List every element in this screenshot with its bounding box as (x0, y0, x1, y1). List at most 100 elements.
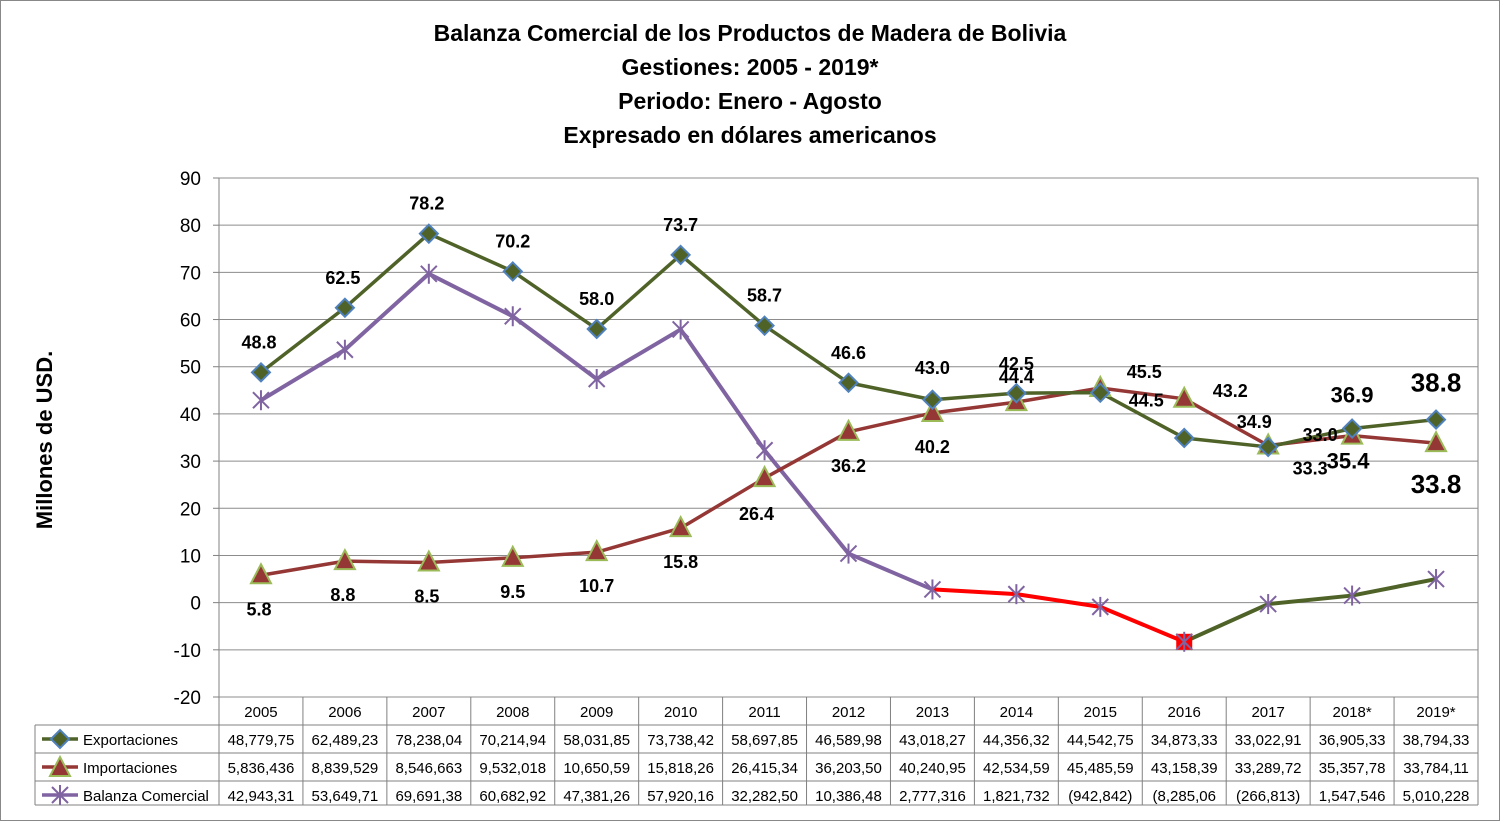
exportaciones-marker (838, 372, 859, 394)
table-cell: 44,542,75 (1067, 732, 1134, 749)
exportaciones-data-label: 38.8 (1411, 368, 1462, 398)
table-cell: (266,813) (1236, 788, 1300, 805)
exportaciones-marker (1089, 382, 1111, 404)
importaciones-data-label: 8.8 (330, 585, 355, 605)
exportaciones-data-label: 58.0 (579, 289, 614, 309)
y-tick-label: 50 (180, 358, 201, 379)
balanza-marker (1007, 584, 1026, 605)
table-cell: 33,022,91 (1235, 732, 1302, 749)
table-cell: 32,282,50 (731, 788, 798, 805)
y-tick-label: -10 (174, 641, 201, 662)
table-cell: 36,203,50 (815, 760, 882, 777)
legend-label: Importaciones (83, 760, 177, 777)
table-cell: (942,842) (1068, 788, 1132, 805)
y-tick-label: 10 (180, 546, 201, 567)
chart-title-line-2: Gestiones: 2005 - 2019* (621, 54, 879, 80)
importaciones-data-label: 33.3 (1293, 459, 1328, 479)
legend-triangle-icon (48, 754, 72, 777)
table-cell: 58,031,85 (563, 732, 630, 749)
table-cell: 45,485,59 (1067, 760, 1134, 777)
exportaciones-data-label: 44.5 (1129, 391, 1164, 411)
exportaciones-marker (586, 318, 608, 340)
chart-title-line-3: Periodo: Enero - Agosto (618, 88, 882, 114)
balanza-marker (504, 306, 522, 327)
importaciones-data-label: 8.5 (414, 587, 439, 607)
table-cell: 35,357,78 (1319, 760, 1386, 777)
importaciones-marker (1172, 385, 1196, 408)
table-cell: 42,943,31 (228, 788, 295, 805)
exportaciones-marker (670, 244, 692, 266)
x-tick-label: 2012 (832, 704, 865, 721)
x-tick-label: 2008 (496, 704, 529, 721)
y-axis-label: Millones de USD. (32, 351, 57, 529)
exportaciones-data-label: 73.7 (663, 215, 698, 235)
chart-title-line-1: Balanza Comercial de los Productos de Ma… (433, 20, 1067, 46)
x-tick-label: 2006 (328, 704, 361, 721)
table-cell: 58,697,85 (731, 732, 798, 749)
table-cell: 26,415,34 (731, 760, 798, 777)
importaciones-data-label: 42.5 (999, 354, 1034, 374)
table-cell: 36,905,33 (1319, 732, 1386, 749)
exportaciones-data-label: 44.4 (999, 367, 1034, 387)
exportaciones-data-label: 36.9 (1331, 383, 1374, 408)
table-cell: 48,779,75 (228, 732, 295, 749)
importaciones-marker (668, 514, 693, 538)
x-tick-label: 2019* (1416, 704, 1455, 721)
x-tick-label: 2017 (1251, 704, 1284, 721)
importaciones-marker (417, 549, 441, 572)
exportaciones-marker (754, 315, 775, 337)
y-tick-label: 60 (180, 311, 201, 332)
importaciones-data-label: 33.8 (1411, 469, 1462, 499)
exportaciones-marker (502, 261, 524, 282)
importaciones-data-label: 35.4 (1327, 449, 1371, 474)
importaciones-marker (333, 547, 357, 571)
table-cell: 1,821,732 (983, 788, 1050, 805)
y-axis-ticks: 90 80 70 60 50 40 30 20 10 0 -10 -20 (174, 169, 201, 709)
balanza-marker (755, 440, 774, 461)
table-cell: 60,682,92 (479, 788, 546, 805)
legend-star-icon (51, 785, 69, 805)
exportaciones-data-label: 58.7 (747, 286, 782, 306)
importaciones-marker (249, 562, 273, 585)
balanza-marker (1091, 596, 1110, 617)
table-cell: 8,839,529 (312, 760, 379, 777)
y-tick-label: 90 (180, 169, 201, 190)
y-tick-label: -20 (174, 688, 201, 709)
x-tick-label: 2015 (1084, 704, 1117, 721)
table-cell: 34,873,33 (1151, 732, 1218, 749)
balanza-marker (839, 543, 858, 564)
balanza-marker (252, 390, 270, 411)
balanza-marker (1343, 585, 1361, 606)
table-cell: 15,818,26 (647, 760, 714, 777)
importaciones-data-label: 43.2 (1213, 381, 1248, 401)
importaciones-marker (501, 544, 525, 567)
balanza-marker (420, 263, 438, 284)
importaciones-marker (920, 399, 945, 422)
table-cell: 43,018,27 (899, 732, 966, 749)
legend-label: Exportaciones (83, 732, 178, 749)
series-markers (249, 223, 1448, 652)
x-tick-label: 2010 (664, 704, 697, 721)
table-cell: 33,289,72 (1235, 760, 1302, 777)
exportaciones-marker (1173, 427, 1195, 449)
table-cell: 46,589,98 (815, 732, 882, 749)
x-tick-label: 2007 (412, 704, 445, 721)
table-cell: 2,777,316 (899, 788, 966, 805)
table-cell: 8,546,663 (395, 760, 462, 777)
table-cell: 47,381,26 (563, 788, 630, 805)
table-cell: 42,534,59 (983, 760, 1050, 777)
exportaciones-data-label: 34.9 (1237, 412, 1272, 432)
table-cell: 44,356,32 (983, 732, 1050, 749)
balanza-marker (1259, 594, 1277, 615)
legend-label: Balanza Comercial (83, 788, 209, 805)
data-table: 2005 2006 2007 2008 2009 2010 2011 2012 2013 2014… (34, 697, 1479, 806)
exportaciones-data-label: 48.8 (241, 332, 276, 352)
y-tick-label: 20 (180, 499, 201, 520)
exportaciones-data-label: 33.0 (1303, 425, 1338, 445)
balanza-marker (923, 579, 942, 600)
exportaciones-data-label: 70.2 (495, 231, 530, 251)
table-cell: (8,285,06 (1153, 788, 1216, 805)
table-cell: 57,920,16 (647, 788, 714, 805)
